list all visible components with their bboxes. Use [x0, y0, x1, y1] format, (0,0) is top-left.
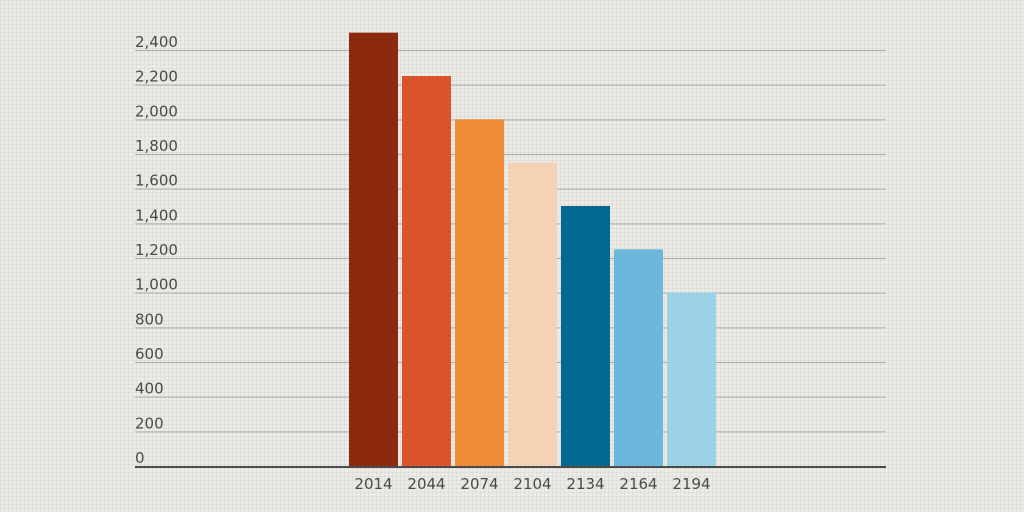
- y-tick-label: 0: [135, 449, 145, 467]
- y-tick-label: 1,000: [135, 276, 178, 294]
- y-tick-label: 1,400: [135, 206, 178, 224]
- x-axis-labels: 2014 2044 2074 2104 2134 2164 2194: [354, 475, 710, 493]
- x-tick-label: 2074: [460, 475, 498, 493]
- y-axis-labels: 0 200 400 600 800 1,000 1,200 1,400 1,600 1,800 2,…: [135, 33, 178, 467]
- x-tick-label: 2194: [672, 475, 710, 493]
- x-tick-label: 2164: [619, 475, 657, 493]
- x-tick-label: 2134: [566, 475, 604, 493]
- bars: [349, 32, 716, 467]
- bar-2074: [455, 119, 504, 466]
- y-tick-label: 2,200: [135, 68, 178, 86]
- y-tick-label: 600: [135, 345, 164, 363]
- bar-2104: [508, 162, 557, 466]
- y-tick-label: 2,400: [135, 33, 178, 51]
- x-tick-label: 2104: [513, 475, 551, 493]
- y-tick-label: 1,200: [135, 241, 178, 259]
- bar-2164: [614, 249, 663, 466]
- y-tick-label: 1,600: [135, 172, 178, 190]
- bar-2044: [402, 76, 451, 466]
- y-tick-label: 200: [135, 414, 164, 432]
- bar-2194: [667, 292, 716, 466]
- bar-2014: [349, 32, 398, 467]
- bar-2134: [561, 206, 610, 466]
- y-tick-label: 2,000: [135, 102, 178, 120]
- x-tick-label: 2014: [354, 475, 392, 493]
- y-tick-label: 800: [135, 310, 164, 328]
- x-tick-label: 2044: [407, 475, 445, 493]
- y-tick-label: 1,800: [135, 137, 178, 155]
- y-tick-label: 400: [135, 380, 164, 398]
